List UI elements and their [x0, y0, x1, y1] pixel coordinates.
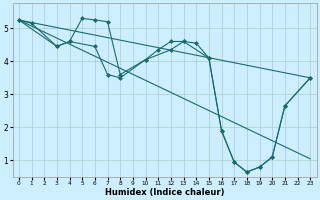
X-axis label: Humidex (Indice chaleur): Humidex (Indice chaleur) [105, 188, 224, 197]
